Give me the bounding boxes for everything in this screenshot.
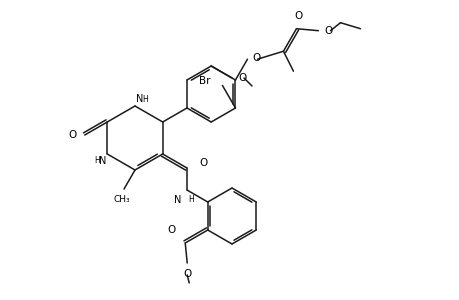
Text: N: N (136, 94, 143, 104)
Text: H: H (142, 95, 147, 104)
Text: O: O (237, 73, 246, 83)
Text: N: N (99, 156, 106, 166)
Text: H: H (95, 156, 100, 165)
Text: O: O (183, 269, 191, 279)
Text: O: O (68, 130, 77, 140)
Text: O: O (199, 158, 207, 168)
Text: O: O (294, 11, 302, 21)
Text: O: O (324, 26, 332, 36)
Text: O: O (167, 225, 175, 235)
Text: N: N (173, 195, 180, 205)
Text: CH₃: CH₃ (113, 195, 130, 204)
Text: O: O (252, 53, 260, 63)
Text: H: H (188, 195, 193, 204)
Text: Br: Br (199, 76, 210, 86)
